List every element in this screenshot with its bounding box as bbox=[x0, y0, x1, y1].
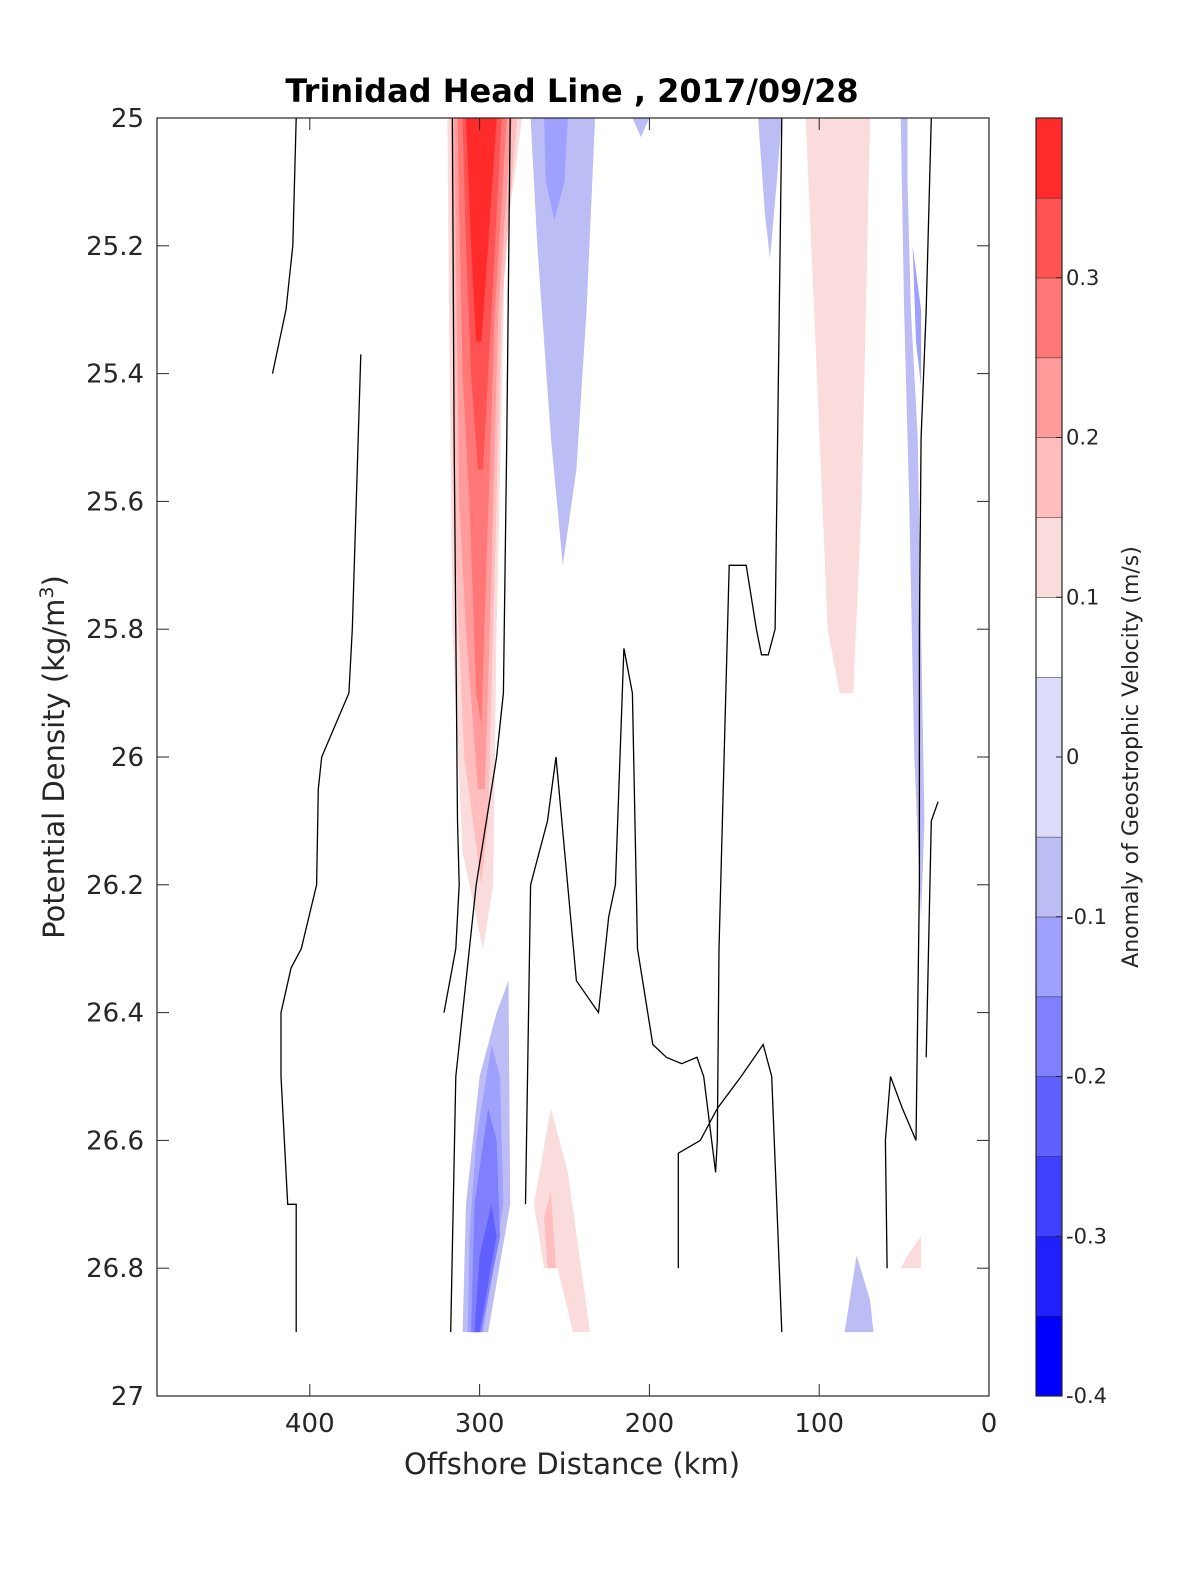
y-tick-label: 25.8 bbox=[86, 615, 144, 645]
velocity-contour-region bbox=[544, 1191, 556, 1269]
y-tick-label: 26.8 bbox=[86, 1254, 144, 1284]
velocity-contour-region bbox=[530, 118, 596, 566]
y-axis-label: Potential Density (kg/m3) bbox=[36, 575, 71, 939]
chart-title: Trinidad Head Line , 2017/09/28 bbox=[285, 72, 858, 110]
colorbar bbox=[1036, 118, 1062, 1396]
y-tick-label: 25.2 bbox=[86, 232, 144, 262]
colorbar-ticks: 0.3 0.2 0.1 0 -0.1 -0.2 -0.3 -0.4 bbox=[1056, 266, 1107, 1408]
colorbar-band bbox=[1036, 517, 1062, 598]
y-tick-label: 26 bbox=[111, 743, 144, 773]
zero-contour-line bbox=[884, 118, 932, 1269]
velocity-contour-region bbox=[844, 1255, 874, 1333]
zero-contour-line bbox=[280, 354, 362, 1333]
colorbar-band bbox=[1036, 197, 1062, 278]
colorbar-label: Anomaly of Geostrophic Velocity (m/s) bbox=[1119, 546, 1144, 968]
colorbar-tick-label: 0.3 bbox=[1066, 266, 1099, 290]
y-tick-label: 26.4 bbox=[86, 999, 144, 1029]
zero-contour-line bbox=[271, 118, 297, 374]
zero-contour-line bbox=[450, 118, 511, 1333]
zero-contour-line bbox=[524, 118, 783, 1205]
zero-contour-line bbox=[443, 118, 460, 1013]
filled-contours bbox=[445, 118, 925, 1333]
colorbar-tick-label: 0.1 bbox=[1066, 585, 1099, 609]
velocity-contour-region bbox=[912, 245, 922, 387]
velocity-contour-region bbox=[632, 118, 650, 138]
velocity-contour-region bbox=[474, 1204, 497, 1333]
colorbar-tick-label: -0.1 bbox=[1066, 905, 1107, 929]
colorbar-band bbox=[1036, 597, 1062, 678]
colorbar-band bbox=[1036, 437, 1062, 518]
colorbar-band bbox=[1036, 1236, 1062, 1317]
x-tick-label: 100 bbox=[794, 1409, 844, 1439]
x-tick-label: 400 bbox=[285, 1409, 335, 1439]
x-axis-ticks: 400 300 200 100 0 bbox=[285, 118, 997, 1439]
y-axis-label-main: Potential Density (kg/m bbox=[37, 599, 71, 939]
x-tick-label: 200 bbox=[625, 1409, 675, 1439]
velocity-contour-region bbox=[544, 118, 568, 221]
y-tick-label: 25 bbox=[111, 104, 144, 134]
y-axis-ticks: 25 25.2 25.4 25.6 25.8 26 26.2 26.4 26.6 26.8 27 bbox=[86, 104, 989, 1412]
colorbar-band bbox=[1036, 118, 1062, 198]
y-tick-label: 26.2 bbox=[86, 871, 144, 901]
velocity-contour-region bbox=[758, 118, 782, 259]
x-tick-label: 300 bbox=[455, 1409, 505, 1439]
colorbar-band bbox=[1036, 1156, 1062, 1237]
colorbar-band bbox=[1036, 1076, 1062, 1157]
colorbar-tick-label: -0.2 bbox=[1066, 1065, 1107, 1089]
colorbar-band bbox=[1036, 357, 1062, 438]
velocity-contour-region bbox=[900, 1236, 922, 1269]
y-tick-label: 25.4 bbox=[86, 360, 144, 390]
colorbar-tick-label: 0.2 bbox=[1066, 426, 1099, 450]
y-axis-label-superscript: 3 bbox=[36, 586, 58, 598]
colorbar-band bbox=[1036, 916, 1062, 997]
y-tick-label: 26.6 bbox=[86, 1126, 144, 1156]
velocity-contour-region bbox=[900, 118, 925, 917]
velocity-contour-region bbox=[533, 1108, 590, 1333]
colorbar-tick-label: -0.3 bbox=[1066, 1224, 1107, 1248]
x-axis-label: Offshore Distance (km) bbox=[404, 1447, 740, 1481]
zero-contour-line bbox=[925, 801, 939, 1058]
colorbar-band bbox=[1036, 277, 1062, 358]
y-tick-label: 25.6 bbox=[86, 487, 144, 517]
velocity-contour-region bbox=[464, 118, 497, 342]
y-axis-label-close: ) bbox=[37, 575, 71, 586]
colorbar-band bbox=[1036, 1316, 1062, 1396]
colorbar-tick-label: 0 bbox=[1066, 745, 1079, 769]
colorbar-band bbox=[1036, 996, 1062, 1077]
colorbar-band bbox=[1036, 836, 1062, 917]
colorbar-tick-label: -0.4 bbox=[1066, 1384, 1107, 1408]
zero-contour-line bbox=[677, 1042, 783, 1333]
velocity-contour-region bbox=[805, 118, 871, 694]
zero-contour-lines bbox=[271, 118, 939, 1333]
x-tick-label: 0 bbox=[981, 1409, 998, 1439]
y-tick-label: 27 bbox=[111, 1382, 144, 1412]
